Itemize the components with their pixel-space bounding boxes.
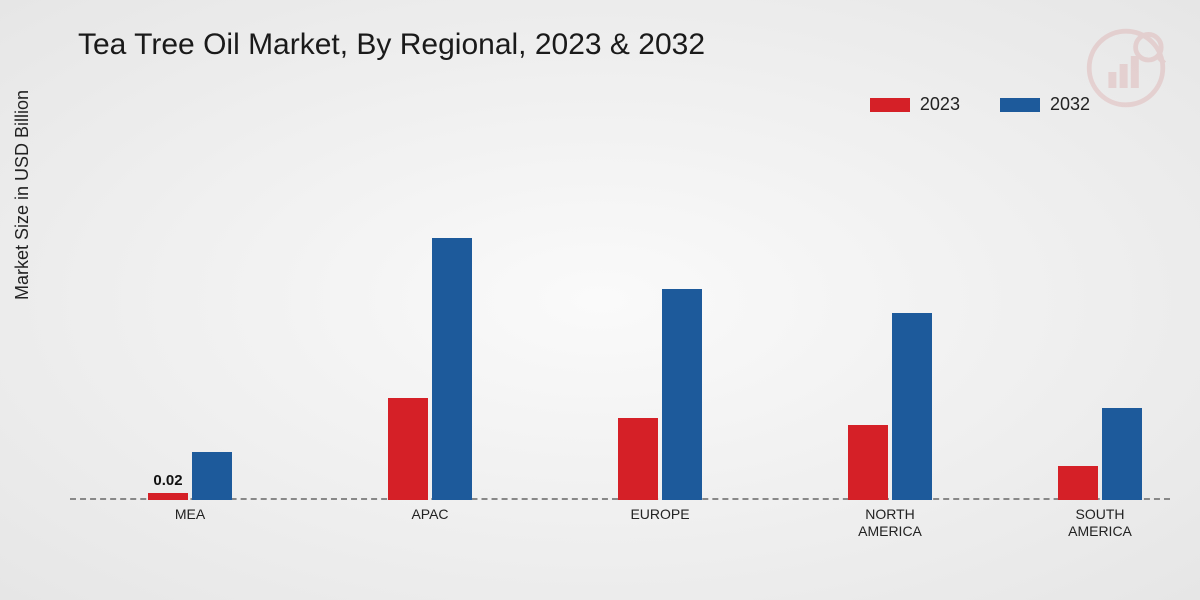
- bar: [618, 418, 658, 500]
- legend-item-2023: 2023: [870, 94, 960, 115]
- bar: [1058, 466, 1098, 500]
- chart-title: Tea Tree Oil Market, By Regional, 2023 &…: [78, 28, 705, 62]
- bar: [848, 425, 888, 500]
- x-tick-label: SOUTH AMERICA: [1068, 506, 1132, 540]
- legend-label-2032: 2032: [1050, 94, 1090, 115]
- bar-value-label: 0.02: [153, 472, 182, 489]
- x-tick-label: APAC: [411, 506, 448, 523]
- bar: [432, 238, 472, 500]
- bar: [388, 398, 428, 500]
- bar: [1102, 408, 1142, 500]
- bar-group: [1058, 408, 1142, 500]
- x-tick-label: EUROPE: [630, 506, 689, 523]
- bar-group: [848, 313, 932, 500]
- bar: [892, 313, 932, 500]
- bar: [192, 452, 232, 500]
- bar-group: [388, 238, 472, 500]
- plot-area: 0.02: [70, 160, 1170, 500]
- legend-item-2032: 2032: [1000, 94, 1090, 115]
- y-axis-label: Market Size in USD Billion: [12, 90, 33, 300]
- legend-swatch-2032: [1000, 98, 1040, 112]
- x-axis-labels: MEA APAC EUROPE NORTH AMERICA SOUTH AMERICA: [70, 502, 1170, 562]
- x-tick-label: NORTH AMERICA: [858, 506, 922, 540]
- watermark-logo: [1086, 28, 1166, 108]
- bar: [662, 289, 702, 500]
- legend-label-2023: 2023: [920, 94, 960, 115]
- bar: [148, 493, 188, 500]
- bar-group: [618, 289, 702, 500]
- legend: 2023 2032: [870, 94, 1090, 115]
- legend-swatch-2023: [870, 98, 910, 112]
- x-tick-label: MEA: [175, 506, 205, 523]
